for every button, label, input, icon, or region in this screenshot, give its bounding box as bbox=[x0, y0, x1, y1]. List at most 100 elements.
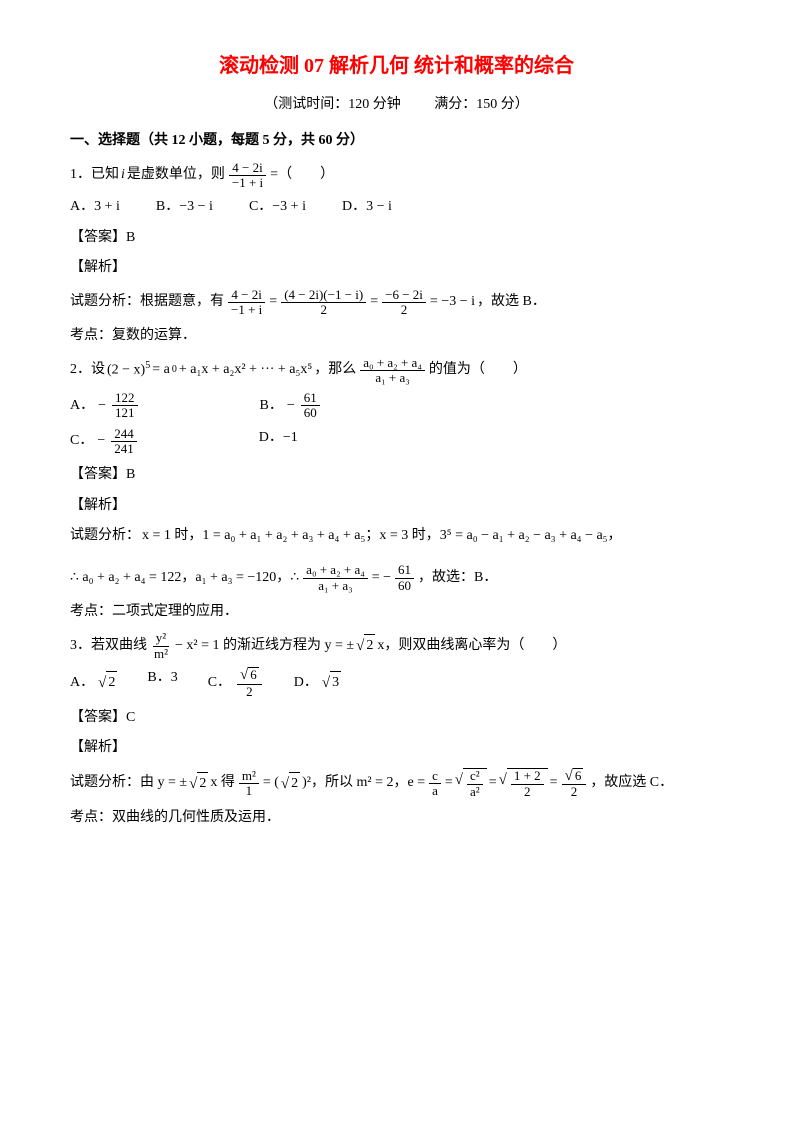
q1-an-frac2: (4 − 2i)(−1 − i) 2 bbox=[281, 288, 366, 318]
q3-f12n: 1 + 2 bbox=[511, 769, 544, 784]
q3-f6d: 2 bbox=[568, 785, 581, 799]
sqrt-icon: 6 bbox=[565, 768, 584, 785]
q2-optb-pre: B． bbox=[260, 395, 283, 417]
q1-opt-a: A．3 + i bbox=[70, 196, 120, 218]
q3-frn: c² bbox=[467, 769, 483, 784]
sqrt-icon: 2 bbox=[189, 772, 208, 796]
sqrt-icon: 2 bbox=[98, 671, 117, 695]
q2-bd: 60 bbox=[301, 406, 320, 420]
q3-cd: 2 bbox=[243, 685, 256, 699]
q3-f1n: y² bbox=[153, 631, 169, 646]
q2-eq: = a bbox=[152, 359, 170, 381]
q3-kaodian: 考点：双曲线的几何性质及运用． bbox=[70, 807, 723, 829]
q2-optc-frac: 244 241 bbox=[111, 427, 137, 457]
q1-fraction: 4 − 2i −1 + i bbox=[229, 161, 266, 191]
q2-opt-b: B． − 61 60 bbox=[260, 391, 322, 421]
q2-l2rn: 61 bbox=[395, 563, 414, 578]
q2-optc-pre: C． bbox=[70, 430, 93, 452]
eq-sign: = bbox=[269, 291, 277, 313]
q2-series: + a₁x + a₂x² + ··· + a₅x⁵ bbox=[179, 359, 312, 381]
sqrt-icon: 2 bbox=[281, 772, 300, 796]
q1-an-frac3: −6 − 2i 2 bbox=[382, 288, 426, 318]
q2-text-a: 2．设 bbox=[70, 359, 105, 381]
eq-sign: = bbox=[370, 291, 378, 313]
q1-analysis: 试题分析：根据题意，有 4 − 2i −1 + i = (4 − 2i)(−1 … bbox=[70, 288, 723, 318]
neg-sign: − bbox=[287, 395, 295, 417]
sqrt-icon: 2 bbox=[356, 634, 375, 658]
q2-opta-frac: 122 121 bbox=[112, 391, 138, 421]
q1-an-a: 试题分析：根据题意，有 bbox=[70, 291, 224, 313]
neg-sign: − bbox=[98, 395, 106, 417]
q3-lc: = ( bbox=[263, 772, 279, 794]
page-title: 滚动检测 07 解析几何 统计和概率的综合 bbox=[70, 50, 723, 82]
sqrt-icon: c² a² bbox=[455, 768, 487, 799]
q2-an: 122 bbox=[112, 391, 138, 406]
q3-eq2: = bbox=[489, 772, 497, 794]
q1-text-b: 是虚数单位，则 bbox=[127, 164, 225, 186]
q3-opt-c: C． 6 2 bbox=[208, 667, 264, 699]
q1-opt-d: D．3 − i bbox=[342, 196, 392, 218]
q2-stem: 2．设 (2 − x)5 = a0 + a₁x + a₂x² + ··· + a… bbox=[70, 356, 723, 386]
q1-opt-c: C．−3 + i bbox=[249, 196, 306, 218]
q3-optc-frac: 6 2 bbox=[237, 667, 262, 699]
q1-an-f3n: −6 − 2i bbox=[382, 288, 426, 303]
q3-cn: 6 bbox=[237, 667, 262, 685]
q3-an-f2: m² 1 bbox=[239, 769, 259, 799]
q2-ad: 121 bbox=[112, 406, 138, 420]
q2-opt-a: A． − 122 121 bbox=[70, 391, 140, 421]
q3-f1d: m² bbox=[151, 647, 171, 661]
q3-cp: C． bbox=[208, 672, 231, 694]
q1-options: A．3 + i B．−3 − i C．−3 + i D．3 − i bbox=[70, 196, 723, 218]
neg-sign: − bbox=[97, 430, 105, 452]
q2-opta-pre: A． bbox=[70, 395, 94, 417]
q3-frac1: y² m² bbox=[151, 631, 171, 661]
q2-opt-d: D．−1 bbox=[259, 427, 298, 457]
q1-frac-num: 4 − 2i bbox=[229, 161, 265, 176]
q3-sqrt2: 2 bbox=[364, 634, 375, 657]
q3-eq3: = bbox=[550, 772, 558, 794]
sqrt-icon: 3 bbox=[322, 671, 341, 695]
q1-an-f3d: 2 bbox=[398, 303, 411, 317]
q2-analysis-1: 试题分析： x = 1 时，1 = a₀ + a₁ + a₂ + a₃ + a₄… bbox=[70, 525, 723, 547]
q1-answer: 【答案】B bbox=[70, 227, 723, 249]
q3-opt-d: D． 3 bbox=[294, 667, 341, 699]
q3-an-f6: 6 2 bbox=[562, 768, 587, 800]
q1-text-c: =（ ） bbox=[270, 164, 334, 186]
q3-f12d: 2 bbox=[521, 785, 534, 799]
q3-tail: ，故应选 C． bbox=[590, 772, 673, 794]
q3-tmid: − x² = 1 的渐近线方程为 y = ± bbox=[175, 635, 354, 657]
q3-opt-b: B．3 bbox=[147, 667, 177, 699]
q3-f6n: 6 bbox=[562, 768, 587, 786]
q3-dp: D． bbox=[294, 672, 318, 694]
q2-optb-frac: 61 60 bbox=[301, 391, 320, 421]
q2-fraction: a₀ + a₂ + a₄ a₁ + a₃ bbox=[360, 356, 425, 386]
q3-ap: A． bbox=[70, 672, 94, 694]
q1-text-a: 1．已知 bbox=[70, 164, 119, 186]
q2-l2eq: = − bbox=[372, 567, 391, 589]
q2-expand: (2 − x)5 bbox=[107, 358, 150, 382]
q3-opt-a: A． 2 bbox=[70, 667, 117, 699]
q3-stem: 3．若双曲线 y² m² − x² = 1 的渐近线方程为 y = ± 2 x，… bbox=[70, 631, 723, 661]
q3-dv: 3 bbox=[330, 671, 341, 694]
sub0: 0 bbox=[172, 362, 177, 378]
q2-l1a: 试题分析： bbox=[70, 525, 140, 547]
q2-l2rd: 60 bbox=[395, 579, 414, 593]
q3-fcd: a bbox=[429, 784, 441, 798]
q1-an-f2d: 2 bbox=[317, 303, 330, 317]
sqrt-icon: 6 bbox=[240, 667, 259, 684]
q3-ta: 3．若双曲线 bbox=[70, 635, 147, 657]
q1-an-f1n: 4 − 2i bbox=[228, 288, 264, 303]
q3-eq1: = bbox=[445, 772, 453, 794]
q2-l2n: a₀ + a₂ + a₄ bbox=[303, 563, 368, 578]
q2-l1b: x = 1 时，1 = a₀ + a₁ + a₂ + a₃ + a₄ + a₅；… bbox=[142, 525, 622, 547]
q2-opt-c: C． − 244 241 bbox=[70, 427, 139, 457]
q1-an-f1d: −1 + i bbox=[228, 303, 265, 317]
q2-options-row2: C． − 244 241 D．−1 bbox=[70, 427, 723, 457]
q3-an-fc: c a bbox=[429, 769, 441, 799]
q2-l2a: ∴ a₀ + a₂ + a₄ = 122，a₁ + a₃ = −120，∴ bbox=[70, 567, 299, 589]
q2-analysis-2: ∴ a₀ + a₂ + a₄ = 122，a₁ + a₃ = −120，∴ a₀… bbox=[70, 563, 723, 593]
q2-options-row1: A． − 122 121 B． − 61 60 bbox=[70, 391, 723, 421]
q1-an-f2n: (4 − 2i)(−1 − i) bbox=[281, 288, 366, 303]
q3-av: 2 bbox=[106, 671, 117, 694]
q3-options: A． 2 B．3 C． 6 2 D． 3 bbox=[70, 667, 723, 699]
